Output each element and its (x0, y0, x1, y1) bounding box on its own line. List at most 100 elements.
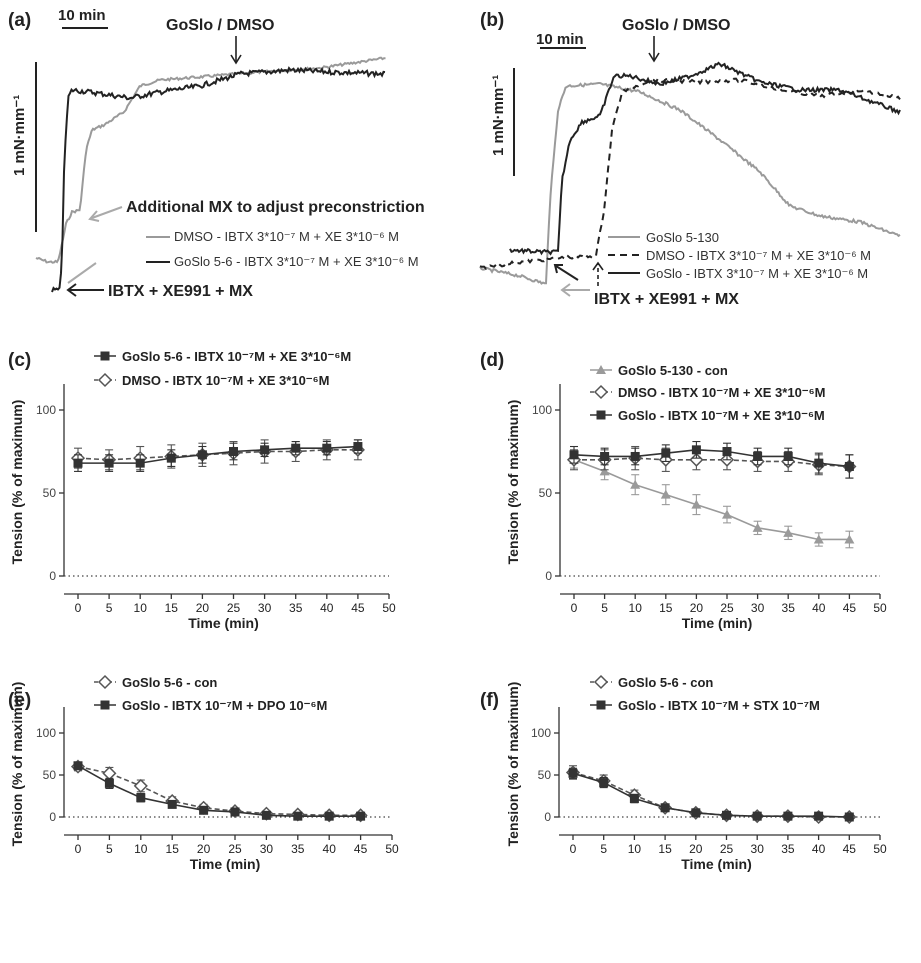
y-tick-label: 100 (36, 726, 56, 740)
data-point (783, 527, 794, 537)
data-point (102, 766, 117, 781)
data-point (629, 794, 639, 804)
x-tick-label: 5 (106, 601, 113, 615)
trace-panel-a: (a) 10 min 1 mN·mm⁻¹ GoSlo / DMSO Additi… (8, 7, 425, 300)
chart-f: (f) 0 50 100 0 5 10 15 20 25 30 35 40 45 50 Time (min) T… (480, 674, 887, 872)
x-axis-label: Time (min) (190, 856, 261, 872)
data-point (104, 778, 114, 788)
x-tick-label: 20 (196, 601, 210, 615)
y-tick-label: 0 (545, 569, 552, 583)
data-point (599, 466, 610, 476)
data-point (844, 534, 855, 544)
y-tick-label: 0 (544, 810, 551, 824)
data-point (661, 448, 671, 458)
x-tick-label: 15 (166, 842, 180, 856)
time-scale-label-b: 10 min (536, 31, 584, 48)
legend-label: DMSO - IBTX 10⁻⁷M + XE 3*10⁻⁶M (618, 385, 826, 400)
trace-dmso (35, 56, 386, 264)
annotation-mx-arrowhead (88, 210, 100, 222)
annotation-start-arrow-gray (67, 262, 97, 284)
chart-d: (d) 0 50 100 0 5 10 15 20 25 30 35 40 45 50 Time (min) T… (480, 350, 887, 631)
data-point (814, 811, 824, 821)
time-scale-label-a: 10 min (58, 7, 106, 24)
x-tick-label: 0 (570, 842, 577, 856)
x-tick-label: 5 (600, 842, 607, 856)
data-point (691, 808, 701, 818)
legend-marker (596, 410, 606, 420)
tension-scale-label-b: 1 mN·mm⁻¹ (490, 75, 507, 156)
trace-goslo-b (509, 61, 901, 256)
series-line (574, 457, 850, 468)
y-axis-label: Tension (% of maximum) (505, 400, 521, 565)
event-arrow-b-head (648, 52, 660, 63)
trace-panel-b: (b) 10 min 1 mN·mm⁻¹ GoSlo / DMSO GoSlo … (479, 10, 901, 308)
data-point (691, 499, 702, 509)
x-tick-label: 35 (781, 842, 795, 856)
data-point (783, 451, 793, 461)
data-point (197, 450, 207, 460)
data-point (630, 451, 640, 461)
event-label-a: GoSlo / DMSO (166, 17, 274, 34)
x-tick-label: 30 (260, 842, 274, 856)
data-point (722, 447, 732, 456)
y-tick-label: 100 (36, 403, 56, 417)
x-tick-label: 20 (197, 842, 211, 856)
legend-marker (593, 384, 609, 400)
data-point (660, 489, 671, 499)
legend-marker (100, 700, 110, 710)
x-tick-label: 35 (782, 601, 796, 615)
panel-label: (d) (480, 350, 504, 371)
x-tick-label: 50 (873, 601, 887, 615)
data-point (229, 447, 238, 456)
legend-label: GoSlo 5-6 - IBTX 10⁻⁷M + XE 3*10⁻⁶M (122, 349, 351, 364)
legend-label: GoSlo - IBTX 10⁻⁷M + XE 3*10⁻⁶M (618, 408, 825, 423)
series-line (572, 772, 850, 818)
y-tick-label: 50 (43, 486, 57, 500)
x-tick-label: 35 (291, 842, 305, 856)
legend-label-a-0: DMSO - IBTX 3*10⁻⁷ M + XE 3*10⁻⁶ M (174, 229, 399, 244)
data-point (844, 461, 854, 471)
x-tick-label: 10 (134, 842, 148, 856)
series-line (77, 449, 358, 461)
data-point (199, 805, 209, 815)
data-point (752, 522, 763, 532)
legend-label-b-2: GoSlo - IBTX 3*10⁻⁷ M + XE 3*10⁻⁶ M (646, 266, 868, 281)
data-point (261, 810, 271, 820)
x-tick-label: 25 (720, 842, 734, 856)
x-tick-label: 40 (323, 842, 337, 856)
legend-marker (97, 372, 113, 388)
legend-label-a-1: GoSlo 5-6 - IBTX 3*10⁻⁷ M + XE 3*10⁻⁶ M (174, 254, 419, 269)
data-point (752, 811, 762, 821)
x-tick-label: 5 (601, 601, 608, 615)
x-tick-label: 50 (385, 842, 399, 856)
x-tick-label: 45 (843, 842, 857, 856)
panel-label: (e) (8, 690, 31, 711)
x-tick-label: 30 (751, 842, 765, 856)
x-tick-label: 25 (720, 601, 734, 615)
data-point (230, 807, 240, 817)
annotation-start-b-arrow-1 (555, 265, 579, 281)
annotation-start-b-arrowhead-3 (560, 283, 571, 297)
data-point (356, 811, 366, 821)
x-tick-label: 50 (873, 842, 887, 856)
series-line (573, 449, 850, 468)
data-point (73, 458, 83, 468)
data-point (293, 811, 303, 821)
annotation-start-b-arrowhead-1 (553, 264, 563, 274)
annotation-start-b-arrowhead-2 (592, 261, 604, 271)
y-tick-label: 50 (43, 768, 57, 782)
x-tick-label: 10 (629, 601, 643, 615)
legend-label-b-0: GoSlo 5-130 (646, 230, 719, 245)
data-point (353, 442, 363, 452)
y-tick-label: 0 (49, 569, 56, 583)
y-tick-label: 0 (49, 810, 56, 824)
y-axis-label: Tension (% of maximum) (505, 682, 521, 847)
x-tick-label: 0 (571, 601, 578, 615)
data-point (814, 458, 824, 468)
legend-label: GoSlo 5-130 - con (618, 363, 728, 378)
data-point (104, 458, 114, 468)
legend-marker (593, 674, 609, 690)
data-point (660, 803, 670, 813)
x-tick-label: 35 (289, 601, 303, 615)
